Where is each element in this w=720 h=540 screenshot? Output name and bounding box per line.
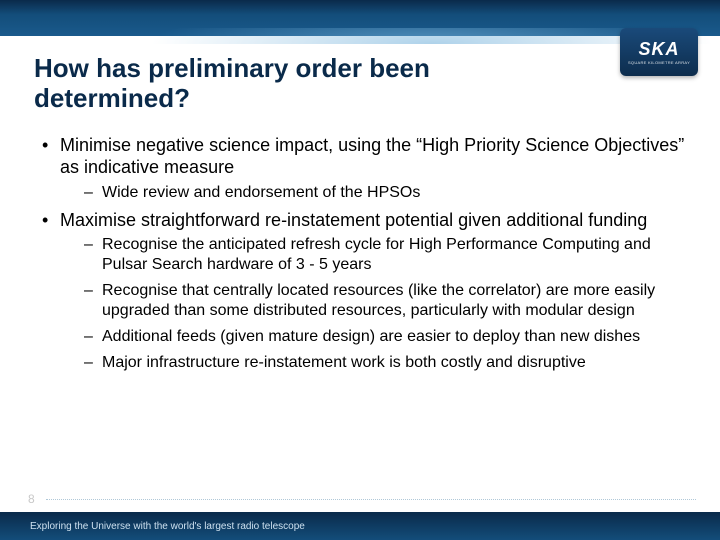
sub-bullet-text: Recognise that centrally located resourc… [102,282,655,319]
logo-main-text: SKA [638,39,679,60]
bottom-banner: Exploring the Universe with the world's … [0,512,720,540]
bullet-list: Minimise negative science impact, using … [34,134,686,374]
list-item: Recognise that centrally located resourc… [82,281,686,321]
list-item: Major infrastructure re-instatement work… [82,353,686,373]
sub-bullet-text: Additional feeds (given mature design) a… [102,328,640,345]
sub-list: Recognise the anticipated refresh cycle … [60,235,686,373]
page-title: How has preliminary order been determine… [34,54,574,114]
footer-text: Exploring the Universe with the world's … [30,521,305,532]
sub-bullet-text: Major infrastructure re-instatement work… [102,354,586,371]
logo-sub-text: SQUARE KILOMETRE ARRAY [628,60,690,65]
sub-bullet-text: Recognise the anticipated refresh cycle … [102,236,651,273]
bullet-text: Minimise negative science impact, using … [60,135,684,178]
ska-logo: SKA SQUARE KILOMETRE ARRAY [620,28,698,76]
list-item: Minimise negative science impact, using … [38,134,686,203]
list-item: Additional feeds (given mature design) a… [82,327,686,347]
list-item: Wide review and endorsement of the HPSOs [82,183,686,203]
divider [46,499,696,500]
page-number: 8 [28,492,35,506]
list-item: Maximise straightforward re-instatement … [38,209,686,374]
sub-bullet-text: Wide review and endorsement of the HPSOs [102,184,420,201]
top-banner [0,0,720,36]
list-item: Recognise the anticipated refresh cycle … [82,235,686,275]
bullet-text: Maximise straightforward re-instatement … [60,210,647,230]
slide-content: How has preliminary order been determine… [0,36,720,373]
sub-list: Wide review and endorsement of the HPSOs [60,183,686,203]
